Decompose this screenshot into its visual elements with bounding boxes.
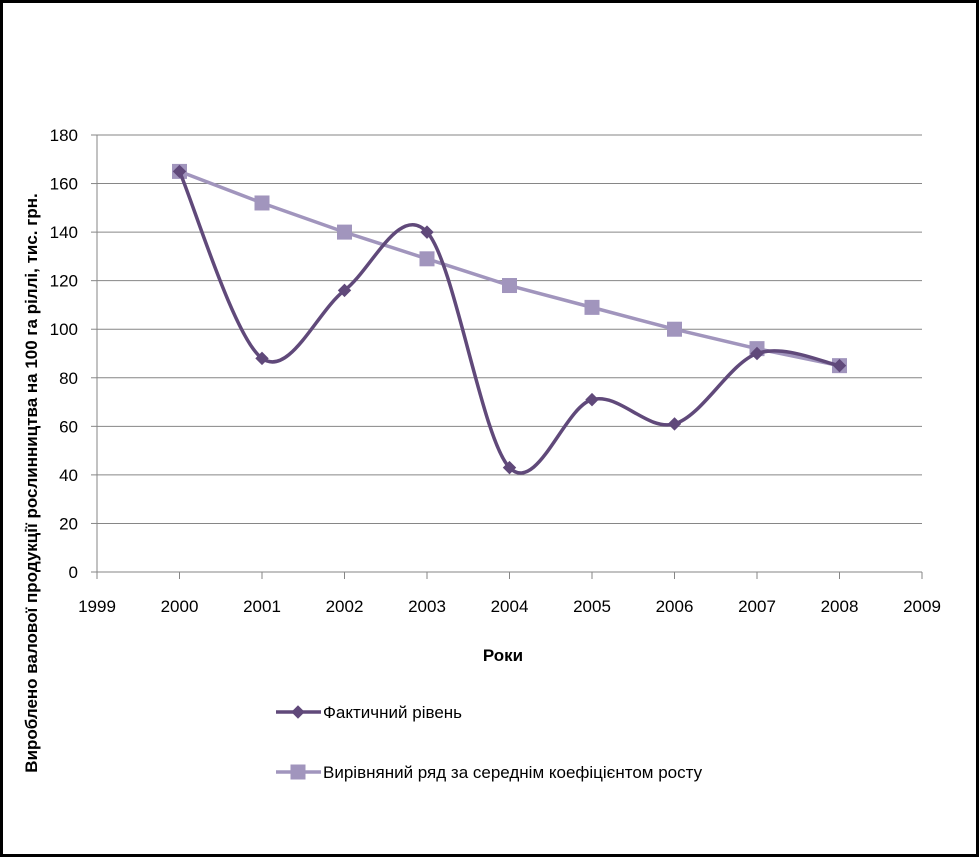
legend-marker (290, 764, 306, 780)
data-point (667, 321, 682, 337)
axes (91, 134, 923, 579)
legend: Фактичний рівень Вирівняний ряд за середн… (276, 703, 703, 782)
y-tick-label: 100 (50, 320, 78, 339)
x-tick-label: 2007 (738, 597, 776, 616)
y-tick-label: 60 (59, 417, 78, 436)
y-tick-label: 20 (59, 514, 78, 533)
y-tick-label: 120 (50, 272, 78, 291)
y-tick-label: 80 (59, 369, 78, 388)
x-tick-labels: 1999 2000 2001 2002 2003 2004 2005 2006 2007 2008… (78, 597, 941, 616)
data-point (337, 224, 352, 240)
data-point (832, 358, 847, 373)
x-tick-label: 1999 (78, 597, 116, 616)
y-tick-label: 40 (59, 466, 78, 485)
legend-item: Фактичний рівень (276, 703, 462, 722)
series-group (172, 163, 847, 475)
x-tick-label: 2008 (821, 597, 859, 616)
data-point (419, 251, 435, 267)
x-tick-label: 2003 (408, 597, 446, 616)
x-axis-title: Роки (483, 646, 523, 665)
x-tick-label: 2005 (573, 597, 611, 616)
y-axis-title: Вироблено валової продукції рослинництва… (22, 193, 41, 772)
series-line (177, 170, 840, 475)
data-point (584, 299, 600, 315)
legend-item: Вирівняний ряд за середнім коефіцієнтом … (276, 763, 703, 782)
legend-label: Фактичний рівень (323, 703, 462, 722)
series-line (178, 169, 840, 368)
series-fitted (172, 163, 847, 374)
line-chart: 0 20 40 60 80 100 120 140 160 180 1999 2000 2001 200… (22, 126, 941, 782)
x-tick-label: 2009 (903, 597, 941, 616)
data-point (502, 278, 517, 294)
x-tick-label: 2002 (326, 597, 364, 616)
y-tick-label: 140 (50, 223, 78, 242)
x-tick-label: 2004 (491, 597, 529, 616)
data-point (585, 392, 599, 407)
data-point (254, 195, 270, 211)
data-point (750, 346, 764, 361)
data-point (420, 225, 434, 239)
series-actual (172, 164, 847, 475)
legend-label: Вирівняний ряд за середнім коефіцієнтом … (323, 763, 703, 782)
y-tick-label: 180 (50, 126, 78, 145)
y-tick-label: 160 (50, 175, 78, 194)
x-tick-label: 2001 (243, 597, 281, 616)
data-point (337, 283, 352, 298)
x-tick-label: 2006 (656, 597, 694, 616)
y-tick-label: 0 (69, 563, 78, 582)
y-tick-labels: 0 20 40 60 80 100 120 140 160 180 (50, 126, 78, 582)
data-point (502, 460, 517, 475)
data-point (255, 351, 269, 366)
data-point (667, 417, 682, 431)
x-tick-label: 2000 (161, 597, 199, 616)
data-point (172, 164, 187, 179)
legend-marker (291, 705, 305, 719)
